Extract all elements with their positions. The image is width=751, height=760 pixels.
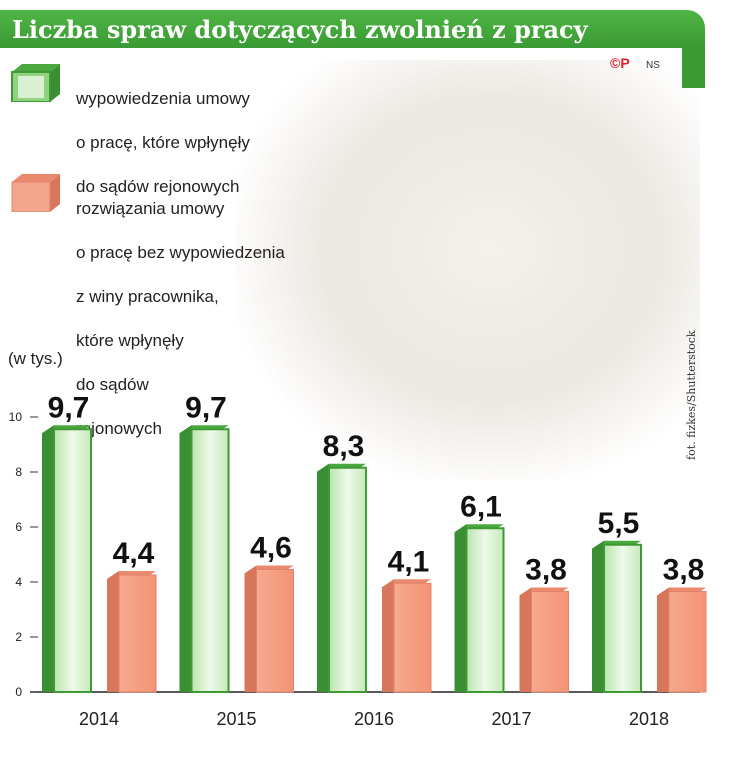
bar-front (668, 591, 707, 693)
title-banner-tab (682, 48, 705, 88)
bar-green (42, 425, 92, 693)
legend-salmon-line-6: rejonowych (76, 419, 162, 438)
bar-value-label: 9,7 (48, 391, 90, 424)
y-tick-label: 2 (15, 630, 22, 644)
x-tick-label: 2014 (79, 709, 119, 729)
bar-value-label: 6,1 (460, 490, 502, 523)
bar-value-label: 4,6 (250, 532, 292, 565)
bar-front (393, 582, 432, 693)
x-tick-label: 2018 (629, 709, 669, 729)
legend-salmon-line-5: do sądów (76, 375, 149, 394)
legend-item-green: wypowiedzenia umowy o pracę, które wpłyn… (76, 66, 366, 220)
bar-front (531, 591, 569, 693)
background-photo (235, 60, 700, 480)
y-axis-unit: (w tys.) (8, 349, 63, 368)
legend-salmon-swatch (11, 174, 60, 212)
chart-title: Liczba spraw dotyczących zwolnień z prac… (12, 15, 588, 44)
bar-value-label: 8,3 (323, 430, 365, 463)
y-tick-label: 6 (15, 520, 22, 534)
legend-salmon-line-2: o pracę bez wypowiedzenia (76, 243, 285, 262)
x-tick-label: 2015 (216, 709, 256, 729)
bar-value-label: 4,4 (113, 537, 155, 570)
bar-front (328, 466, 367, 693)
bar-side (107, 571, 119, 692)
bar-salmon (244, 565, 294, 693)
y-tick-label: 0 (15, 685, 22, 699)
bar-value-label: 9,7 (185, 391, 227, 424)
bar-salmon (519, 587, 569, 693)
legend-salmon-line-4: które wpłynęły (76, 331, 184, 350)
bar-side (592, 540, 604, 692)
title-banner: Liczba spraw dotyczących zwolnień z prac… (0, 10, 705, 48)
bar-front (53, 428, 92, 693)
legend-green-line-3: do sądów rejonowych (76, 177, 240, 196)
bar-value-label: 3,8 (663, 554, 705, 587)
bar-side (317, 463, 329, 692)
bar-front (256, 569, 294, 693)
bar-salmon (107, 571, 157, 693)
copyright-mark: ©P (610, 55, 630, 71)
bar-value-label: 3,8 (525, 554, 567, 587)
bar-salmon (382, 579, 432, 693)
bar-side (454, 524, 467, 692)
y-tick-label: 10 (9, 410, 23, 424)
bar-side (42, 425, 54, 692)
bar-green (179, 425, 230, 693)
legend-green-line-1: wypowiedzenia umowy (76, 89, 250, 108)
bar-front (190, 428, 230, 693)
legend-item-salmon: rozwiązania umowy o pracę bez wypowiedze… (76, 176, 366, 462)
bar-side (519, 587, 532, 692)
bar-green (317, 463, 367, 693)
legend-green-line-2: o pracę, które wpłynęły (76, 133, 250, 152)
bar-value-label: 4,1 (388, 545, 430, 578)
bar-green (592, 540, 642, 693)
x-tick-label: 2016 (354, 709, 394, 729)
bar-front (118, 574, 157, 693)
copyright-author: NS (646, 60, 660, 71)
bar-salmon (657, 587, 707, 693)
legend-green-swatch (11, 64, 60, 102)
bar-front (603, 543, 642, 693)
legend-salmon-line-3: z winy pracownika, (76, 287, 219, 306)
bar-side (179, 425, 192, 692)
legend-salmon-line-1: rozwiązania umowy (76, 199, 225, 218)
bar-front (465, 527, 505, 693)
y-tick-label: 4 (15, 575, 22, 589)
bar-green (454, 524, 505, 693)
y-tick-label: 8 (15, 465, 22, 479)
x-tick-label: 2017 (491, 709, 531, 729)
bar-value-label: 5,5 (598, 507, 640, 540)
bar-side (244, 565, 257, 692)
bar-side (657, 587, 669, 692)
bar-side (382, 579, 394, 692)
